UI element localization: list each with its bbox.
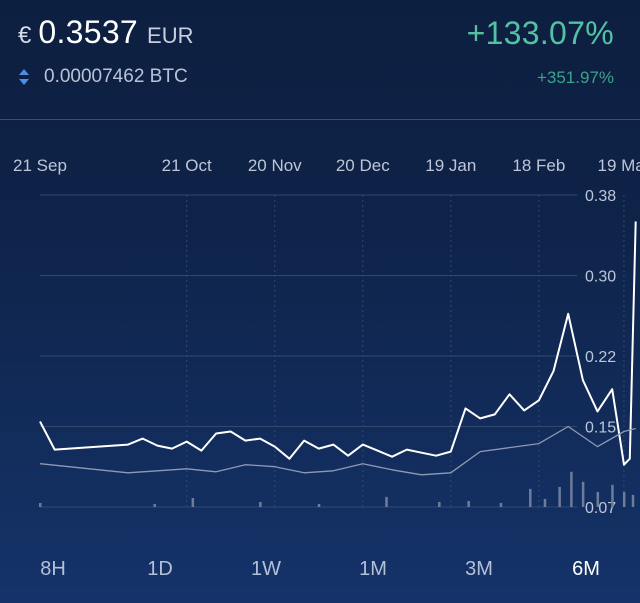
volume-bar: [558, 486, 561, 507]
btc-price: 0.00007462 BTC: [44, 66, 188, 87]
range-tab-1w[interactable]: 1W: [251, 558, 281, 580]
btc-price-line: [39, 425, 636, 476]
x-tick-label: 19 Mar: [597, 156, 640, 175]
price-chart-svg: 0.38 0.30 0.22 0.15 0.07 21 Sep 21 Oct 20 Nov 20…: [13, 156, 640, 517]
x-tick-label: 21 Oct: [162, 156, 212, 175]
y-tick-label: 0.38: [585, 188, 616, 205]
volume-bar: [611, 484, 614, 507]
price-currency-unit: EUR: [147, 23, 194, 48]
y-tick-label: 0.07: [585, 500, 616, 517]
volume-bar: [543, 498, 547, 507]
x-tick-label: 19 Jan: [425, 156, 476, 175]
range-tab-3m[interactable]: 3M: [465, 558, 493, 580]
volume-bar: [438, 501, 441, 507]
range-tab-6m[interactable]: 6M: [572, 558, 600, 580]
swap-icon-graphic: [19, 69, 29, 85]
price-header: € 0.3537 EUR +133.07% 0.00007462 BTC +35…: [0, 0, 640, 120]
price-line: [39, 221, 637, 466]
swap-vertical-arrows-icon[interactable]: [18, 68, 30, 86]
y-tick-label: 0.30: [585, 269, 616, 286]
volume-bar: [153, 503, 156, 507]
volume-bar: [581, 481, 585, 507]
time-range-selector: 8H 1D 1W 1M 3M 6M: [0, 548, 640, 592]
currency-symbol: €: [18, 22, 32, 49]
volume-bar: [499, 502, 503, 507]
volume-bar: [39, 502, 42, 507]
range-tab-1d[interactable]: 1D: [147, 558, 173, 580]
volume-bar: [259, 501, 262, 507]
volume-bar: [467, 500, 470, 507]
x-tick-label: 21 Sep: [13, 156, 67, 175]
volume-bar: [622, 491, 626, 507]
x-tick-label: 20 Dec: [336, 156, 390, 175]
volume-bar: [570, 471, 573, 507]
volume-bar: [385, 496, 388, 507]
btc-change-percent: +351.97%: [536, 68, 614, 87]
volume-bar: [191, 497, 195, 507]
price-row: € 0.3537 EUR: [18, 14, 194, 56]
volume-bar: [631, 494, 635, 507]
x-tick-label: 18 Feb: [512, 156, 565, 175]
y-tick-label: 0.15: [585, 419, 616, 436]
volume-bar: [529, 488, 532, 507]
price-chart[interactable]: 0.38 0.30 0.22 0.15 0.07 21 Sep 21 Oct 20 Nov 20…: [0, 140, 640, 530]
y-tick-label: 0.22: [585, 349, 616, 366]
btc-price-row: 0.00007462 BTC: [18, 66, 188, 88]
x-tick-label: 20 Nov: [248, 156, 302, 175]
header-divider: [0, 119, 640, 120]
range-tab-1m[interactable]: 1M: [359, 558, 387, 580]
price-change-percent: +133.07%: [466, 15, 614, 51]
volume-bar: [317, 503, 321, 507]
range-tab-8h[interactable]: 8H: [40, 558, 66, 580]
current-price: 0.3537: [38, 14, 139, 50]
volume-bar: [596, 491, 600, 507]
